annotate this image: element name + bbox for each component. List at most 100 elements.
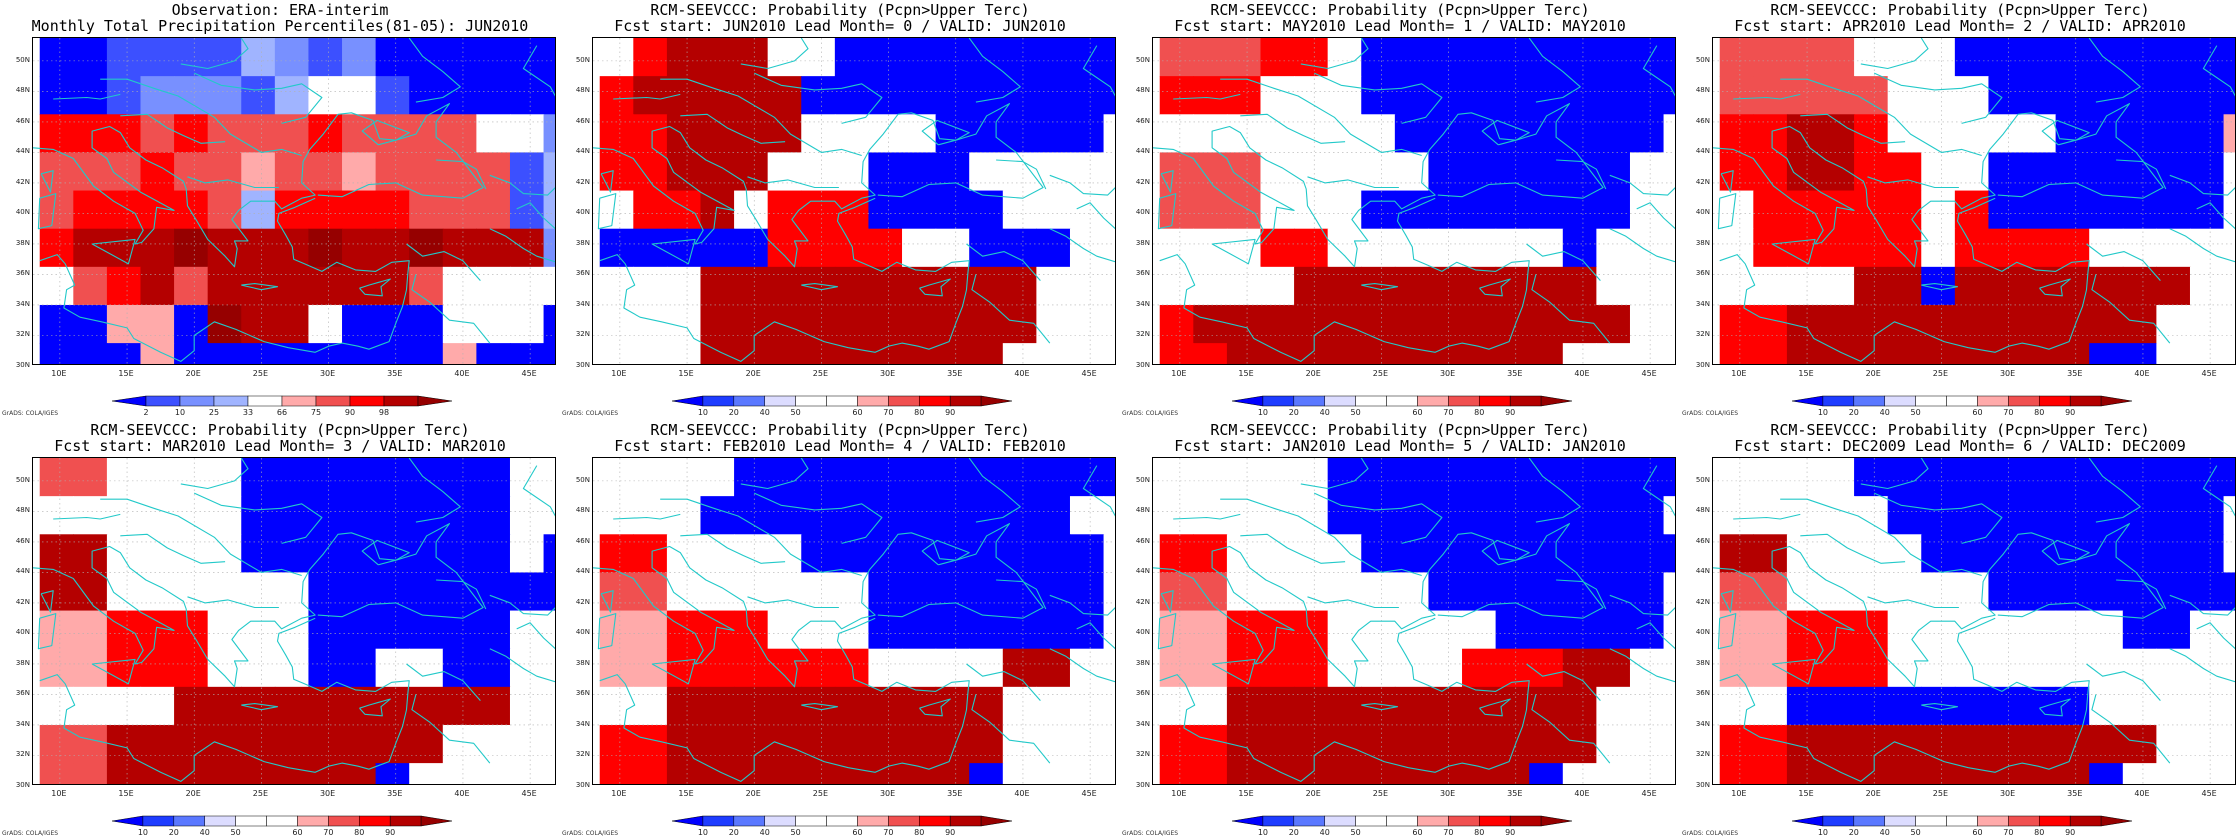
grid-cell: [476, 304, 511, 344]
grid-cell: [1719, 304, 1754, 344]
lon-tick-label: 40E: [2134, 789, 2150, 798]
grid-cell: [1719, 114, 1754, 154]
grid-cell: [969, 152, 1004, 192]
panel-title: RCM-SEEVCCC: Probability (Pcpn>Upper Ter…: [1210, 1, 1590, 19]
grid-cell: [241, 228, 276, 268]
grid-cell: [734, 304, 769, 344]
grid-cell: [1663, 304, 1675, 344]
grid-cell: [1786, 686, 1822, 726]
coastline: [436, 579, 487, 610]
grid-cell: [1596, 266, 1631, 306]
grid-cell: [207, 266, 242, 306]
grid-cell: [140, 152, 175, 192]
grid-cell: [801, 190, 836, 230]
grid-cell: [700, 152, 735, 192]
grid-cell: [1954, 610, 1990, 650]
grid-cell: [1226, 190, 1262, 230]
grid-cell: [106, 266, 142, 306]
grid-cell: [274, 266, 310, 306]
grid-cell: [1854, 724, 1889, 764]
lon-tick-label: 40E: [1574, 789, 1590, 798]
colorbar-label: 40: [199, 828, 210, 837]
grid-cell: [2089, 76, 2124, 115]
grid-cell: [1462, 572, 1497, 612]
grid-cell: [106, 572, 142, 612]
grid-cell: [1663, 648, 1675, 688]
coastline: [2196, 622, 2235, 650]
grid-cell: [2089, 496, 2124, 535]
coastline: [1528, 38, 1581, 103]
colorbar-label: 70: [323, 828, 334, 837]
grads-credit: GrADS: COLA/IGES: [1122, 830, 1179, 837]
grid-cell: [1529, 572, 1564, 612]
grid-cell: [442, 458, 477, 497]
coastline: [2086, 243, 2161, 281]
grads-credit: GrADS: COLA/IGES: [1122, 410, 1179, 417]
grid-cell: [1854, 38, 1889, 77]
grid-cell: [1002, 763, 1037, 784]
coastline: [1800, 533, 1906, 564]
grid-cell: [1002, 496, 1037, 535]
grid-cell: [1294, 76, 1329, 115]
grid-cell: [1428, 114, 1463, 154]
grid-cell: [1820, 304, 1855, 344]
coastline: [1082, 45, 1115, 97]
grid-cell: [2189, 496, 2225, 535]
coastline: [1531, 694, 1611, 764]
grads-credit: GrADS: COLA/IGES: [1682, 410, 1739, 417]
coastline: [1160, 590, 1174, 613]
panel-subtitle: Monthly Total Precipitation Percentiles(…: [31, 17, 529, 35]
grid-cell: [633, 38, 668, 77]
grid-cell: [1629, 610, 1665, 650]
colorbar-label: 60: [292, 828, 303, 837]
grid-cell: [1036, 228, 1071, 268]
grid-cell: [1069, 266, 1105, 306]
coastline: [40, 590, 54, 613]
lat-tick-label: 50N: [1695, 475, 1710, 484]
grid-cell: [1226, 496, 1262, 535]
colorbar-swatch: [949, 815, 982, 827]
grid-cell: [1495, 458, 1530, 497]
map-area: [1712, 37, 2236, 365]
grid-cell: [935, 152, 970, 192]
grid-cell: [308, 76, 343, 115]
grid-cell: [2189, 343, 2225, 364]
lat-tick-label: 42N: [15, 597, 30, 606]
grid-cell: [1226, 534, 1262, 574]
grid-cell: [1529, 763, 1564, 784]
lat-tick-label: 46N: [1695, 536, 1710, 545]
lat-tick-label: 32N: [575, 330, 590, 339]
grid-cell: [1462, 686, 1497, 726]
grid-cell: [666, 38, 702, 77]
grid-cell: [700, 763, 735, 784]
grid-cell: [1103, 266, 1115, 306]
grid-cell: [342, 648, 377, 688]
grid-cell: [2122, 534, 2157, 574]
grid-cell: [2122, 648, 2157, 688]
grid-cell: [868, 686, 903, 726]
grid-cell: [1226, 343, 1262, 364]
grid-cell: [1327, 686, 1362, 726]
grid-cell: [1159, 76, 1194, 115]
grid-cell: [1260, 686, 1295, 726]
lat-tick-label: 48N: [575, 506, 590, 515]
grid-cell: [868, 190, 903, 230]
grid-cell: [1562, 610, 1597, 650]
grid-cell: [1036, 648, 1071, 688]
grid-cell: [2089, 534, 2124, 574]
grid-cell: [2156, 610, 2191, 650]
coastline: [522, 465, 555, 517]
grid-cell: [308, 152, 343, 192]
coastline: [1157, 613, 1177, 650]
grid-cell: [543, 76, 555, 115]
grid-cell: [1159, 304, 1194, 344]
grid-cell: [1495, 343, 1530, 364]
grid-cell: [140, 534, 175, 574]
coastline: [489, 174, 555, 196]
grid-cell: [1663, 496, 1675, 535]
grid-cell: [1159, 686, 1194, 726]
grid-cell: [1226, 114, 1262, 154]
grid-cell: [342, 190, 377, 230]
grid-cell: [1629, 534, 1665, 574]
grid-cell: [1103, 496, 1115, 535]
